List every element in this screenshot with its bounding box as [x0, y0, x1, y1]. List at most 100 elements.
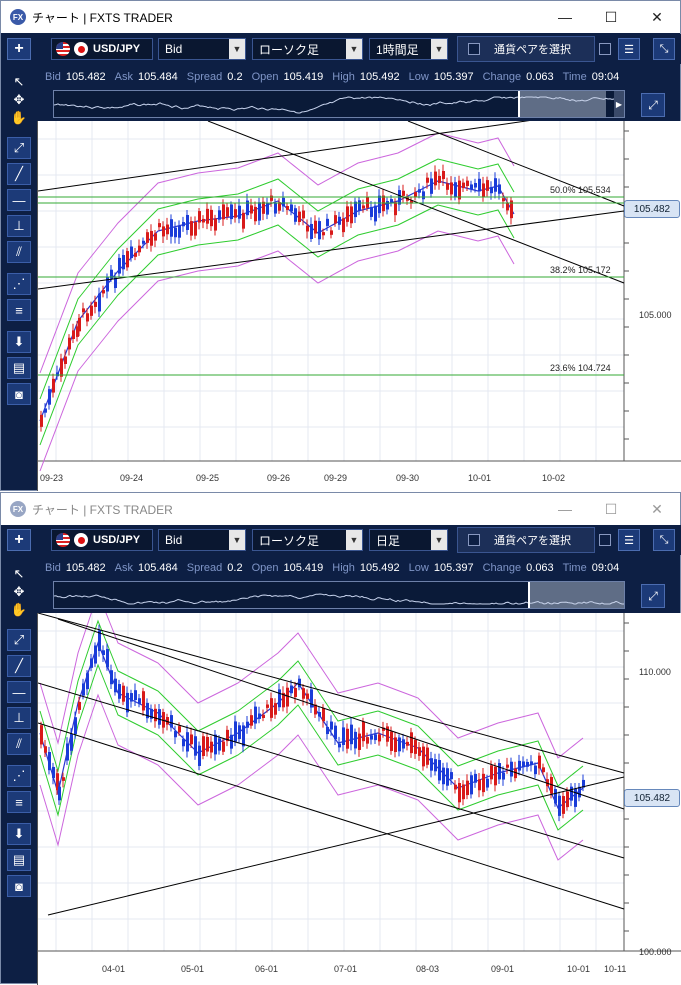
low-label: Low — [408, 562, 429, 574]
crosshair-icon[interactable]: ✥ — [13, 92, 25, 107]
overview-right-arrow-icon[interactable]: ▶ — [614, 91, 624, 117]
pair-select-toggle[interactable]: 通貨ペアを選択 — [457, 36, 595, 62]
extra-checkbox[interactable] — [599, 43, 611, 55]
expand-icon[interactable]: ⤡ — [653, 529, 675, 551]
chart-style-select[interactable]: ローソク足 ▼ — [252, 38, 363, 60]
candle-body — [98, 630, 101, 651]
maximize-button[interactable]: ☐ — [604, 500, 618, 517]
y-axis-label: 110.000 — [639, 667, 671, 677]
us-flag-icon — [56, 533, 70, 547]
list-icon[interactable]: ▤ — [7, 357, 31, 379]
candle-body — [362, 721, 365, 742]
list-icon[interactable]: ▤ — [7, 849, 31, 871]
horizontal-ray-icon[interactable]: ⊥ — [7, 215, 31, 237]
candle-body — [226, 729, 229, 742]
overview-selection-handle[interactable] — [518, 91, 606, 117]
candle-body — [526, 761, 529, 767]
camera-icon[interactable]: ◙ — [7, 383, 31, 405]
candle-body — [442, 170, 445, 180]
horizontal-line-icon[interactable]: — — [7, 681, 31, 703]
candle-body — [146, 702, 149, 719]
title-bar[interactable]: FX チャート | FXTS TRADER — ☐ ✕ — [1, 493, 680, 525]
candle-body — [114, 277, 117, 289]
timeframe-select[interactable]: 日足 ▼ — [369, 529, 448, 551]
candle-body — [166, 224, 169, 235]
ask-value: 105.484 — [138, 562, 178, 574]
chart-window-1: FX チャート | FXTS TRADER — ☐ ✕ + USD/JPY Bi… — [0, 0, 681, 491]
fibonacci-fan-icon[interactable]: ⋰ — [7, 273, 31, 295]
download-icon[interactable]: ⬇ — [7, 823, 31, 845]
fibonacci-retracement-icon[interactable]: ≡ — [7, 299, 31, 321]
cursor-icon[interactable]: ↖ — [13, 566, 25, 581]
price-type-select[interactable]: Bid ▼ — [158, 529, 246, 551]
pair-select-checkbox[interactable] — [468, 43, 480, 55]
candle-body — [106, 648, 109, 668]
trendline-icon[interactable]: ⤢ — [7, 629, 31, 651]
currency-pair-button[interactable]: USD/JPY — [51, 529, 153, 551]
horizontal-line-icon[interactable]: — — [7, 189, 31, 211]
candle-body — [218, 210, 221, 220]
candle-body — [102, 650, 105, 656]
crosshair-icon[interactable]: ✥ — [13, 584, 25, 599]
overview-navigator[interactable]: ▶ — [53, 90, 625, 118]
candle-body — [330, 721, 333, 730]
zoom-toggle-button[interactable]: ⤢ — [641, 93, 665, 117]
download-icon[interactable]: ⬇ — [7, 331, 31, 353]
camera-icon[interactable]: ◙ — [7, 875, 31, 897]
candle-body — [494, 766, 497, 786]
price-type-select[interactable]: Bid ▼ — [158, 38, 246, 60]
price-chart[interactable]: 105.482 105.000 50.0% 105.534 38.2% 105.… — [37, 121, 681, 491]
timeframe-select[interactable]: 1時間足 ▼ — [369, 38, 448, 60]
candle-body — [122, 685, 125, 702]
overview-navigator[interactable] — [53, 581, 625, 609]
pair-select-checkbox[interactable] — [468, 534, 480, 546]
candle-body — [334, 725, 337, 740]
candle-body — [310, 689, 313, 708]
candle-body — [242, 725, 245, 747]
overview-selection-handle[interactable] — [528, 582, 624, 608]
add-chart-button[interactable]: + — [7, 38, 31, 60]
cursor-icon[interactable]: ↖ — [13, 74, 25, 89]
candle-body — [134, 690, 137, 701]
add-chart-button[interactable]: + — [7, 529, 31, 551]
candle-body — [274, 203, 277, 214]
expand-icon[interactable]: ⤡ — [653, 38, 675, 60]
candle-body — [478, 178, 481, 192]
candle-body — [354, 201, 357, 218]
menu-icon[interactable]: ☰ — [618, 38, 640, 60]
channel-icon[interactable]: ⫽ — [7, 733, 31, 755]
minimize-button[interactable]: — — [558, 9, 572, 25]
line-icon[interactable]: ╱ — [7, 163, 31, 185]
candle-body — [290, 685, 293, 694]
hand-icon[interactable]: ✋ — [10, 110, 28, 125]
candle-body — [406, 741, 409, 746]
channel-upper-line — [38, 121, 530, 192]
line-icon[interactable]: ╱ — [7, 655, 31, 677]
currency-pair-button[interactable]: USD/JPY — [51, 38, 153, 60]
menu-icon[interactable]: ☰ — [618, 529, 640, 551]
candle-body — [502, 198, 505, 202]
title-bar[interactable]: FX チャート | FXTS TRADER — ☐ ✕ — [1, 1, 680, 33]
price-chart[interactable]: 105.482 110.000 100.000 04-01 05-01 06-0… — [37, 613, 681, 985]
extra-checkbox[interactable] — [599, 534, 611, 546]
ask-label: Ask — [114, 71, 134, 83]
zoom-toggle-button[interactable]: ⤢ — [641, 584, 665, 608]
low-value: 105.397 — [433, 71, 474, 83]
close-button[interactable]: ✕ — [651, 8, 663, 25]
channel-icon[interactable]: ⫽ — [7, 241, 31, 263]
minimize-button[interactable]: — — [558, 501, 572, 517]
maximize-button[interactable]: ☐ — [604, 8, 618, 25]
fibonacci-fan-icon[interactable]: ⋰ — [7, 765, 31, 787]
overview-line — [54, 96, 624, 114]
candle-body — [222, 741, 225, 752]
chart-toolbar: + USD/JPY Bid ▼ ローソク足 ▼ 日足 ▼ 通貨ペアを選択 ☰ ⤡ — [1, 525, 681, 555]
close-button[interactable]: ✕ — [651, 500, 663, 517]
horizontal-ray-icon[interactable]: ⊥ — [7, 707, 31, 729]
hand-icon[interactable]: ✋ — [10, 602, 28, 617]
trendline-icon[interactable]: ⤢ — [7, 137, 31, 159]
candle-body — [474, 183, 477, 188]
chart-style-select[interactable]: ローソク足 ▼ — [252, 529, 363, 551]
fibonacci-retracement-icon[interactable]: ≡ — [7, 791, 31, 813]
candle-body — [126, 692, 129, 713]
pair-select-toggle[interactable]: 通貨ペアを選択 — [457, 527, 595, 553]
